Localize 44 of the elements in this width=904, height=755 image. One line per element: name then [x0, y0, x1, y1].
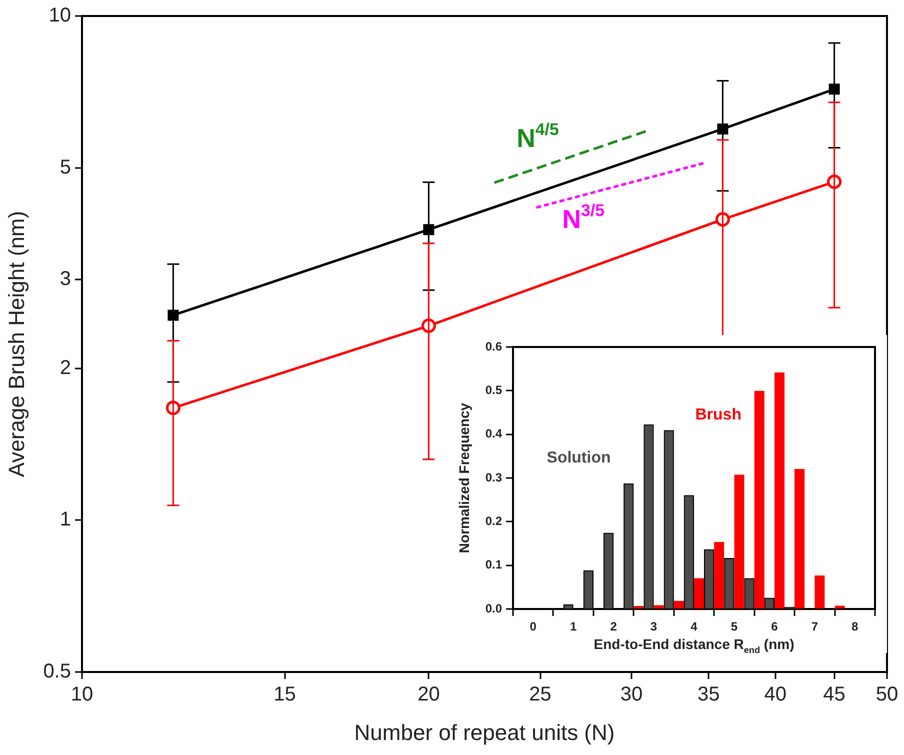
x-tick-label: 30 — [620, 684, 643, 706]
y-tick-label: 0.5 — [43, 660, 71, 683]
y-tick-label: 0.3 — [485, 470, 502, 484]
x-tick-label: 20 — [418, 684, 440, 706]
x-tick-label: 7 — [811, 620, 818, 634]
x-tick-label: 4 — [690, 620, 698, 634]
bar — [794, 468, 805, 608]
x-tick-label: 0 — [530, 620, 537, 634]
x-tick-label: 1 — [570, 620, 577, 634]
x-tick-label: 45 — [823, 684, 846, 706]
y-tick-label: 5 — [60, 156, 71, 178]
y-tick-label: 0.2 — [485, 514, 502, 528]
x-tick-label: 3 — [650, 620, 658, 634]
y-axis-title: Average Brush Height (nm) — [4, 210, 30, 478]
y-tick-label: 0.1 — [485, 558, 502, 572]
x-tick-label: 25 — [529, 684, 552, 706]
x-tick-label: 15 — [274, 684, 296, 706]
y-tick-label: 10 — [48, 4, 71, 27]
bar — [754, 390, 764, 608]
x-tick-label: 35 — [697, 684, 720, 706]
bar — [834, 606, 845, 608]
y-tick-label: 0.5 — [485, 382, 502, 397]
x-axis-title: Number of repeat units (N) — [354, 720, 615, 746]
series-label: Brush — [695, 406, 742, 424]
bar — [814, 575, 825, 608]
y-axis-title: Normalized Frequency — [456, 402, 472, 554]
bar — [714, 542, 724, 608]
series-label: Solution — [546, 449, 611, 466]
y-tick-label: 0.0 — [485, 601, 502, 616]
y-tick-label: 3 — [60, 268, 71, 290]
x-tick-label: 5 — [730, 620, 738, 634]
x-tick-label: 40 — [764, 684, 787, 706]
y-tick-label: 1 — [60, 508, 71, 531]
x-tick-label: 50 — [876, 684, 898, 706]
y-tick-label: 0.4 — [485, 426, 502, 441]
x-tick-label: 6 — [771, 620, 778, 634]
x-tick-label: 8 — [852, 620, 859, 634]
y-tick-label: 2 — [60, 356, 71, 379]
bar — [694, 578, 704, 608]
x-tick-label: 2 — [610, 620, 618, 634]
bar — [774, 372, 785, 608]
y-tick-label: 0.6 — [485, 339, 502, 354]
bar — [734, 474, 744, 608]
bar — [654, 605, 664, 608]
